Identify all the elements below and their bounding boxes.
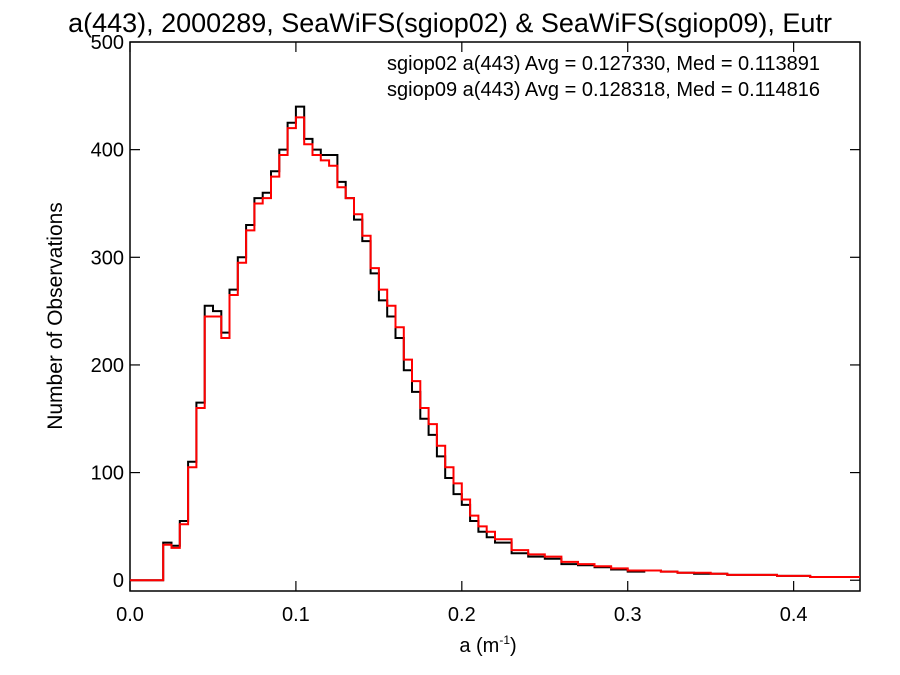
x-tick-label: 0.4 (780, 604, 808, 626)
plot-frame (129, 41, 861, 592)
x-tick-label: 0.3 (614, 604, 642, 626)
x-axis-label: a (m-1) (459, 633, 516, 657)
legend-series-sgiop09: sgiop09 a(443) Avg = 0.128318, Med = 0.1… (387, 79, 820, 101)
y-tick-label: 400 (91, 140, 124, 162)
y-tick-label: 500 (91, 32, 124, 54)
y-axis: 0 100 200 300 400 500 (91, 32, 860, 592)
x-tick-label: 0.2 (448, 604, 476, 626)
x-tick-label: 0.1 (282, 604, 310, 626)
y-tick-label: 300 (91, 247, 124, 269)
y-tick-label: 100 (91, 463, 124, 485)
series-line-sgiop02 (130, 105, 860, 582)
series-line-sgiop09 (130, 116, 860, 582)
chart-title: a(443), 2000289, SeaWiFS(sgiop02) & SeaW… (68, 8, 832, 38)
series-layer (130, 105, 860, 582)
legend-series-sgiop02: sgiop02 a(443) Avg = 0.127330, Med = 0.1… (387, 53, 820, 75)
y-axis-label: Number of Observations (44, 202, 67, 430)
y-tick-label: 200 (91, 355, 124, 377)
x-axis-label-superscript: -1 (499, 633, 510, 647)
x-tick-label: 0.0 (116, 604, 144, 626)
y-tick-label: 0 (113, 570, 124, 592)
x-axis: 0.0 0.1 0.2 0.3 0.4 (116, 42, 808, 626)
